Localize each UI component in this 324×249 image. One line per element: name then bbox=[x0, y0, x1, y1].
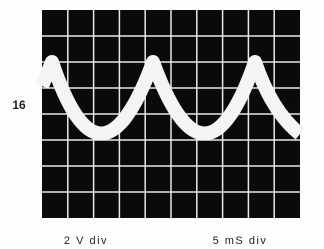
page: {"figure_label": "16", "captions": ["2 V… bbox=[0, 0, 324, 249]
figure-label: 16 bbox=[12, 98, 26, 112]
caption: 5 mS div bbox=[213, 235, 268, 247]
figure: 16 2 V div 5 mS div bbox=[0, 0, 324, 249]
caption: 2 V div bbox=[64, 235, 108, 247]
